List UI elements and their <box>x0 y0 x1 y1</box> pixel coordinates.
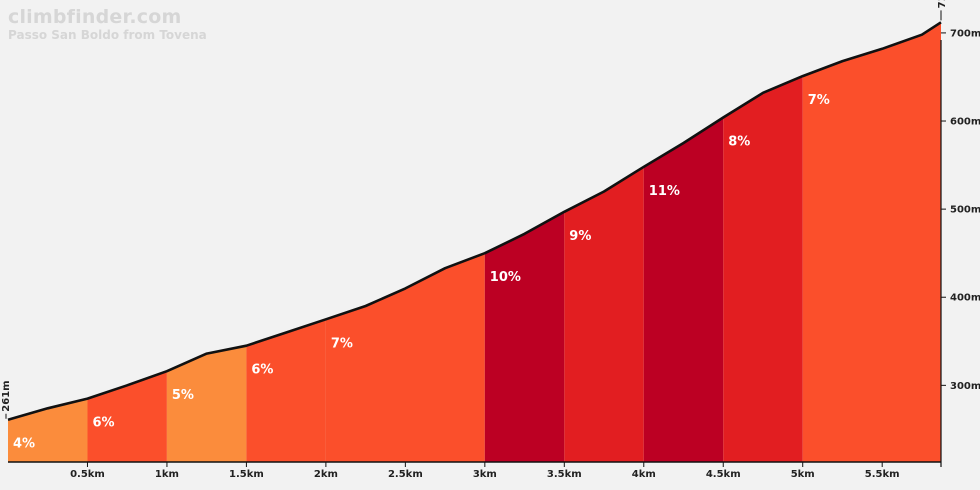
grade-segment-3 <box>166 345 247 462</box>
chart-subtitle: Passo San Boldo from Tovena <box>8 28 207 42</box>
x-tick-label: 3.5km <box>547 469 582 480</box>
grade-label-8: 11% <box>649 184 680 199</box>
grade-segment-7 <box>564 166 644 463</box>
x-tick-label: 1km <box>155 469 179 480</box>
x-tick-label: 4km <box>632 469 656 480</box>
grade-segments <box>8 22 941 463</box>
grade-segment-4 <box>246 319 326 462</box>
grade-segment-2 <box>87 371 167 462</box>
grade-label-2: 6% <box>93 416 115 431</box>
x-tick-label: 1.5km <box>229 469 264 480</box>
y-tick-label: 300m <box>950 381 980 392</box>
grade-segment-8 <box>643 117 724 462</box>
grade-label-1: 4% <box>13 437 35 452</box>
elevation-profile-line <box>7 21 942 421</box>
grade-labels: 4% 6% 5% 6% 7% 10% 9% 11% 8% 7% <box>13 93 830 452</box>
grade-segment-9 <box>723 76 803 462</box>
grade-label-6: 10% <box>490 270 521 285</box>
end-elevation-label: 712m <box>937 0 948 8</box>
start-elevation-label: 261m <box>1 380 12 411</box>
x-tick-label: 5km <box>791 469 815 480</box>
y-tick-label: 400m <box>950 293 980 304</box>
axes: 0.5km 1km 1.5km 2km 2.5km 3km 3.5km 4km 4.5km 5km… <box>1 0 980 480</box>
y-tick-label: 600m <box>950 117 980 128</box>
grade-label-5: 7% <box>331 336 353 351</box>
x-tick-label: 4.5km <box>706 469 741 480</box>
grade-label-3: 5% <box>172 388 194 403</box>
y-tick-label: 700m <box>950 28 980 39</box>
x-tick-label: 0.5km <box>70 469 105 480</box>
grade-segment-6 <box>484 211 565 462</box>
x-tick-label: 5.5km <box>865 469 900 480</box>
grade-segment-5 <box>325 253 485 462</box>
grade-label-9: 8% <box>728 135 750 150</box>
grade-label-10: 7% <box>808 93 830 108</box>
x-tick-label: 2.5km <box>388 469 423 480</box>
grade-label-4: 6% <box>251 363 273 378</box>
grade-segment-10 <box>802 22 941 463</box>
y-tick-label: 500m <box>950 205 980 216</box>
grade-label-7: 9% <box>569 229 591 244</box>
brand-logo-text: climbfinder.com <box>8 6 182 28</box>
x-tick-label: 2km <box>314 469 338 480</box>
x-tick-label: 3km <box>473 469 497 480</box>
